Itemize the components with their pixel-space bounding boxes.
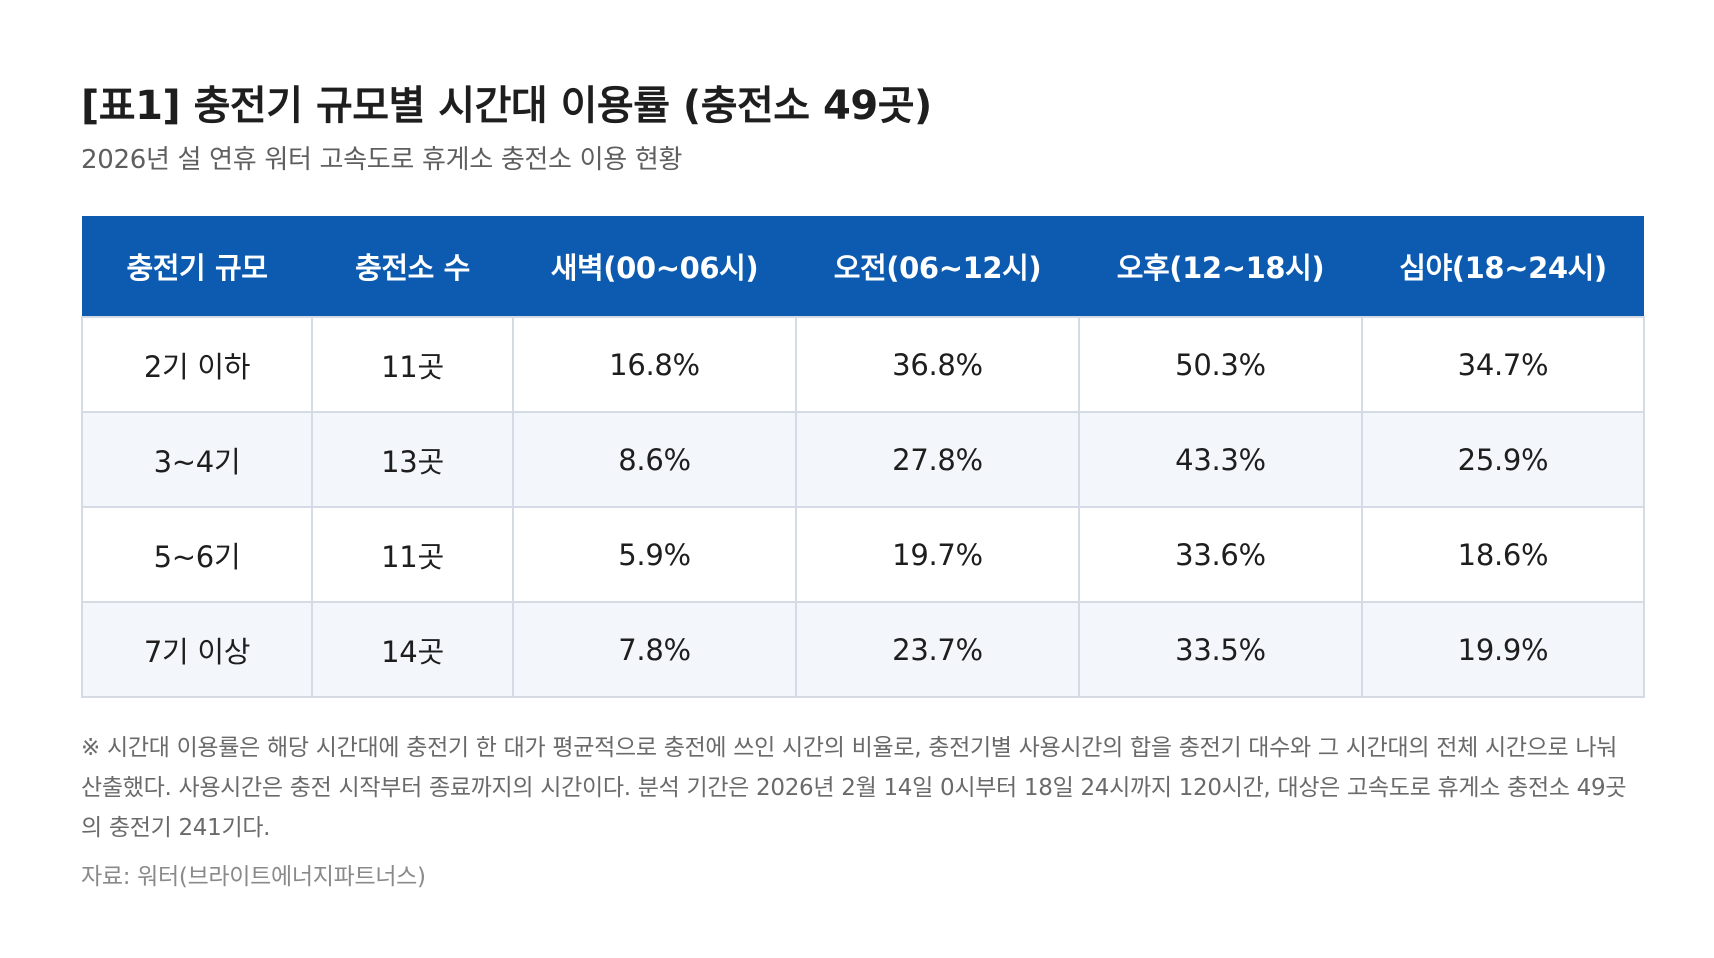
cell-morning: 19.7%	[795, 506, 1080, 603]
source-credit: 자료: 워터(브라이트에너지파트너스)	[81, 864, 426, 890]
header-afternoon: 오후(12~18시)	[1079, 216, 1362, 317]
header-dawn: 새벽(00~06시)	[513, 216, 796, 317]
table-row: 2기 이하 11곳 16.8% 36.8% 50.3% 34.7%	[81, 316, 1645, 413]
header-row: 충전기 규모 충전소 수 새벽(00~06시) 오전(06~12시) 오후(12…	[82, 216, 1644, 317]
table-row: 5~6기 11곳 5.9% 19.7% 33.6% 18.6%	[81, 506, 1645, 603]
cell-afternoon: 33.5%	[1078, 601, 1363, 698]
page-subtitle: 2026년 설 연휴 워터 고속도로 휴게소 충전소 이용 현황	[81, 145, 683, 175]
cell-morning: 23.7%	[795, 601, 1080, 698]
page-title: [표1] 충전기 규모별 시간대 이용률 (충전소 49곳)	[81, 83, 932, 129]
footnote: ※ 시간대 이용률은 해당 시간대에 충전기 한 대가 평균적으로 충전에 쓰인…	[81, 735, 1627, 841]
header-morning: 오전(06~12시)	[796, 216, 1079, 317]
header-night: 심야(18~24시)	[1362, 216, 1644, 317]
table-body: 2기 이하 11곳 16.8% 36.8% 50.3% 34.7% 3~4기 1…	[81, 316, 1645, 698]
cell-morning: 27.8%	[795, 411, 1080, 508]
cell-night: 19.9%	[1361, 601, 1645, 698]
cell-station-count: 14곳	[311, 601, 514, 698]
cell-night: 18.6%	[1361, 506, 1645, 603]
cell-dawn: 5.9%	[512, 506, 797, 603]
cell-night: 25.9%	[1361, 411, 1645, 508]
cell-charger-scale: 7기 이상	[81, 601, 313, 698]
table-header: 충전기 규모 충전소 수 새벽(00~06시) 오전(06~12시) 오후(12…	[82, 216, 1644, 317]
cell-dawn: 8.6%	[512, 411, 797, 508]
header-station-count: 충전소 수	[312, 216, 513, 317]
table-row: 7기 이상 14곳 7.8% 23.7% 33.5% 19.9%	[81, 601, 1645, 698]
cell-afternoon: 50.3%	[1078, 316, 1363, 413]
cell-dawn: 16.8%	[512, 316, 797, 413]
cell-afternoon: 33.6%	[1078, 506, 1363, 603]
cell-night: 34.7%	[1361, 316, 1645, 413]
table-row: 3~4기 13곳 8.6% 27.8% 43.3% 25.9%	[81, 411, 1645, 508]
cell-afternoon: 43.3%	[1078, 411, 1363, 508]
cell-morning: 36.8%	[795, 316, 1080, 413]
cell-charger-scale: 2기 이하	[81, 316, 313, 413]
table-figure: [표1] 충전기 규모별 시간대 이용률 (충전소 49곳) 2026년 설 연…	[81, 80, 1645, 894]
cell-station-count: 13곳	[311, 411, 514, 508]
cell-charger-scale: 3~4기	[81, 411, 313, 508]
usage-table: 충전기 규모 충전소 수 새벽(00~06시) 오전(06~12시) 오후(12…	[81, 216, 1645, 698]
header-charger-scale: 충전기 규모	[82, 216, 312, 317]
cell-station-count: 11곳	[311, 506, 514, 603]
cell-charger-scale: 5~6기	[81, 506, 313, 603]
cell-dawn: 7.8%	[512, 601, 797, 698]
cell-station-count: 11곳	[311, 316, 514, 413]
